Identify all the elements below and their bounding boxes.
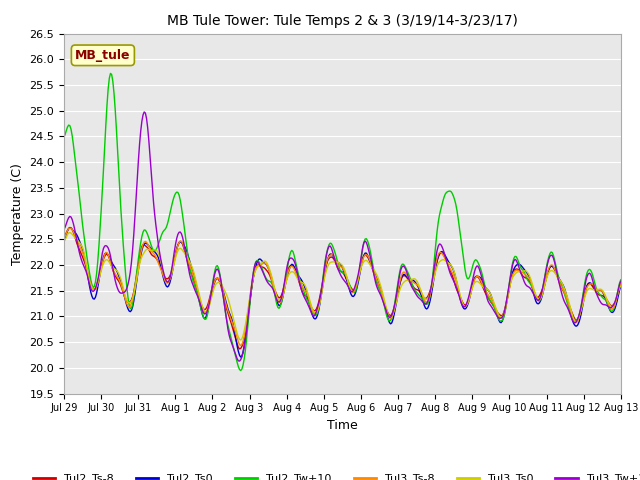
X-axis label: Time: Time (327, 419, 358, 432)
Y-axis label: Temperature (C): Temperature (C) (11, 163, 24, 264)
Legend: Tul2_Ts-8, Tul2_Ts0, Tul2_Tw+10, Tul3_Ts-8, Tul3_Ts0, Tul3_Tw+10: Tul2_Ts-8, Tul2_Ts0, Tul2_Tw+10, Tul3_Ts… (29, 469, 640, 480)
Text: MB_tule: MB_tule (75, 49, 131, 62)
Title: MB Tule Tower: Tule Temps 2 & 3 (3/19/14-3/23/17): MB Tule Tower: Tule Temps 2 & 3 (3/19/14… (167, 14, 518, 28)
